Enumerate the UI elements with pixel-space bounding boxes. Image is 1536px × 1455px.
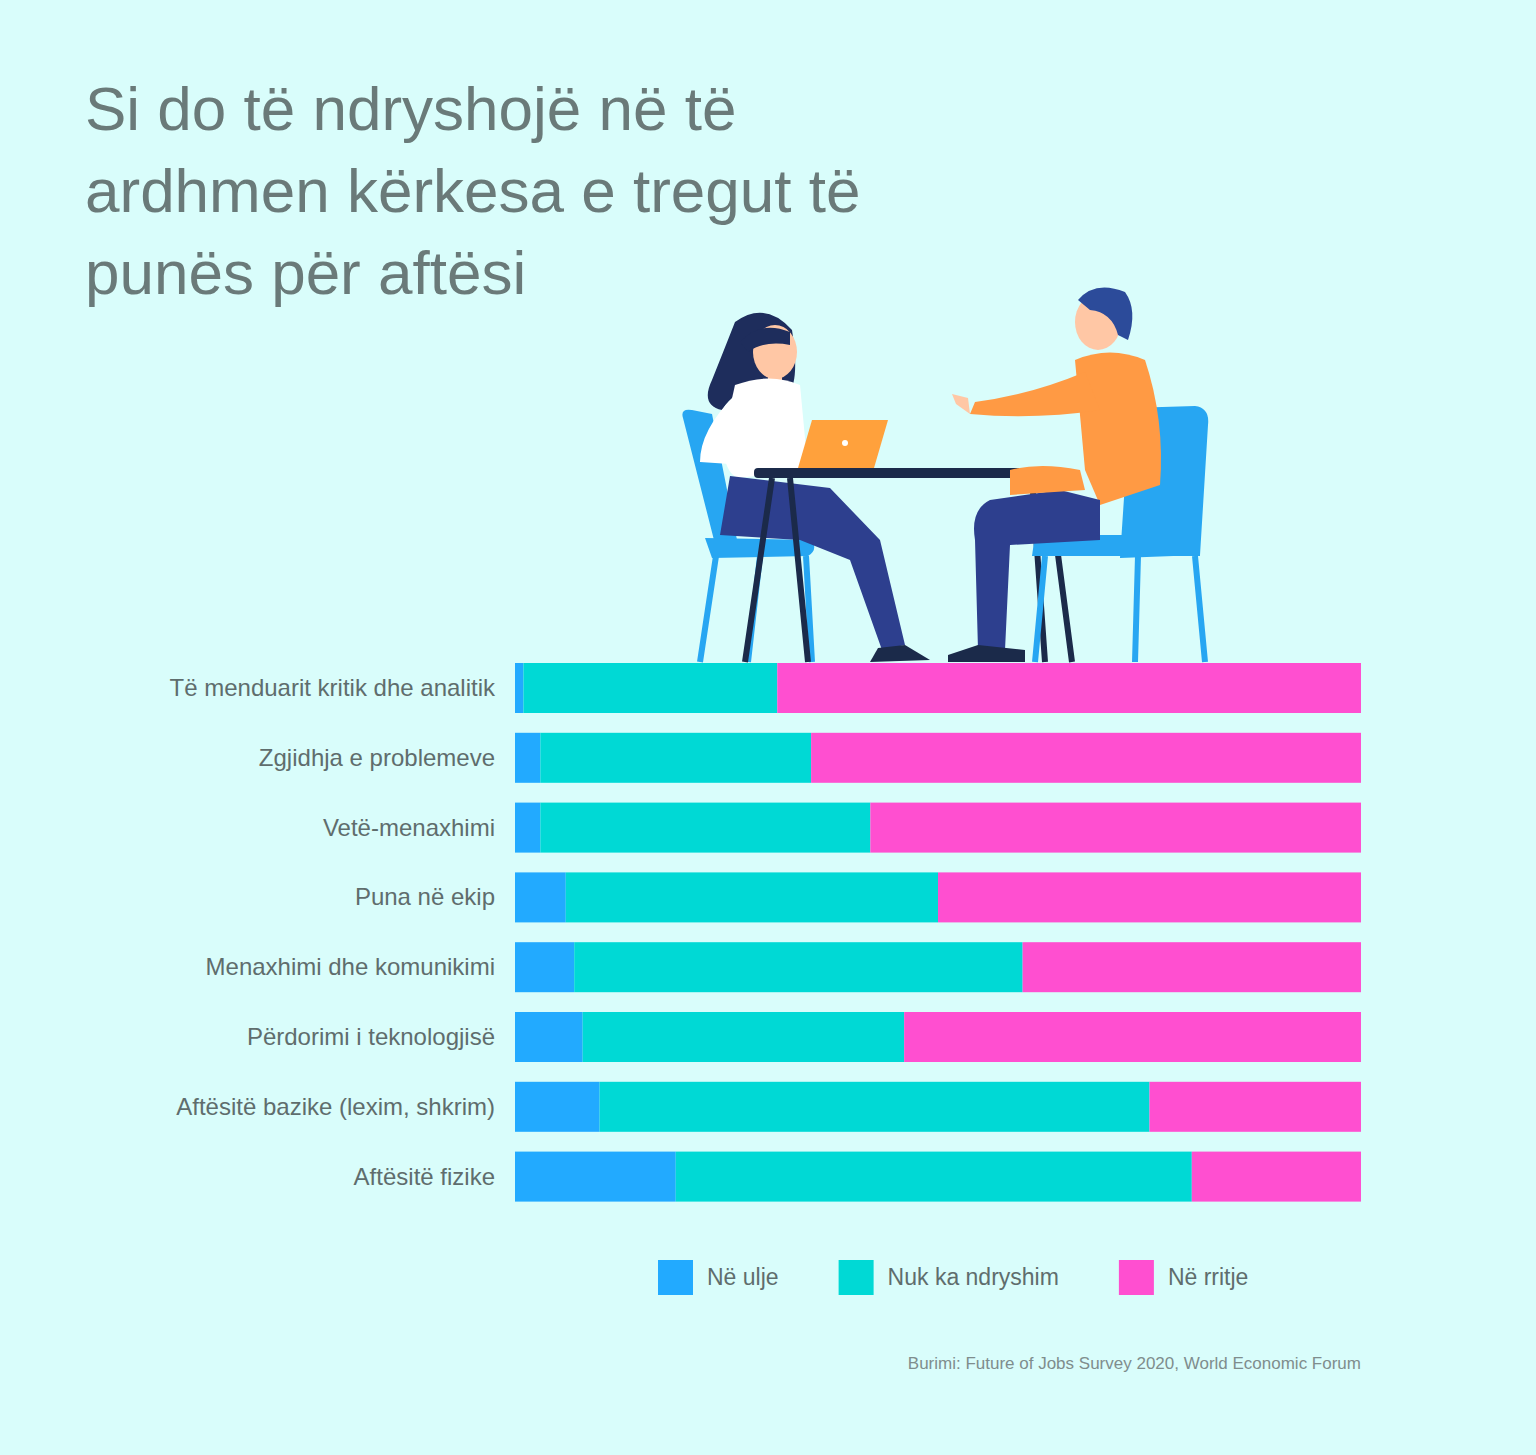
bar-segment (540, 733, 811, 783)
bar-segment (777, 663, 1361, 713)
legend: Në ulje Nuk ka ndryshim Në rritje (658, 1260, 1248, 1295)
hand (952, 394, 970, 414)
bar-segment (515, 1082, 600, 1132)
bar-segment (811, 733, 1361, 783)
title-line: punës për aftësi (85, 238, 526, 307)
category-label: Aftësitë bazike (lexim, shkrim) (176, 1093, 495, 1120)
category-label: Zgjidhja e problemeve (259, 744, 495, 771)
bar-segment (515, 663, 523, 713)
hair (740, 328, 790, 352)
bar-segment (870, 803, 1361, 853)
background (0, 0, 1536, 1455)
title: Si do të ndryshojë në të ardhmen kërkesa … (85, 74, 860, 307)
category-label: Të menduarit kritik dhe analitik (170, 674, 496, 701)
bar-segment (600, 1082, 1150, 1132)
bar-segment (1150, 1082, 1362, 1132)
bar-segment (515, 803, 540, 853)
bar-segment (583, 1012, 904, 1062)
source: Burimi: Future of Jobs Survey 2020, Worl… (908, 1354, 1361, 1373)
bar-segment (515, 733, 540, 783)
bar-segment (1023, 942, 1361, 992)
legend-swatch (839, 1260, 874, 1295)
shoe (948, 645, 1025, 662)
category-labels: Të menduarit kritik dhe analitik Zgjidhja… (170, 674, 496, 1190)
bar-segment (574, 942, 1022, 992)
bar-segment (904, 1012, 1361, 1062)
bar-segment (938, 872, 1361, 922)
laptop-logo (842, 440, 848, 446)
legend-label: Në ulje (707, 1264, 779, 1290)
legend-swatch (1119, 1260, 1154, 1295)
category-label: Puna në ekip (355, 883, 495, 910)
category-label: Menaxhimi dhe komunikimi (206, 953, 495, 980)
chart: Si do të ndryshojë në të ardhmen kërkesa … (0, 0, 1536, 1455)
bar-segment (515, 942, 574, 992)
bar-segment (515, 1012, 583, 1062)
title-line: ardhmen kërkesa e tregut të (85, 156, 860, 225)
bar-segment (676, 1152, 1192, 1202)
bar-segment (523, 663, 777, 713)
category-label: Aftësitë fizike (354, 1163, 495, 1190)
laptop (798, 420, 888, 468)
bar-segment (515, 1152, 676, 1202)
bar-segment (566, 872, 938, 922)
legs (974, 490, 1100, 650)
category-label: Vetë-menaxhimi (323, 814, 495, 841)
arm (700, 395, 790, 468)
chair-legs (1035, 556, 1205, 662)
bar-segment (540, 803, 870, 853)
legend-label: Në rritje (1168, 1264, 1249, 1290)
torso (1075, 353, 1161, 506)
arm (1010, 466, 1085, 495)
title-line: Si do të ndryshojë në të (85, 74, 736, 143)
category-label: Përdorimi i teknologjisë (247, 1023, 495, 1050)
bar-segment (515, 872, 566, 922)
hair (1078, 288, 1132, 341)
legend-label: Nuk ka ndryshim (888, 1264, 1059, 1290)
arm (970, 372, 1100, 416)
illustration (682, 288, 1208, 663)
legend-swatch (658, 1260, 693, 1295)
bars (515, 663, 1361, 1202)
bar-segment (1192, 1152, 1361, 1202)
shoe (870, 645, 930, 662)
